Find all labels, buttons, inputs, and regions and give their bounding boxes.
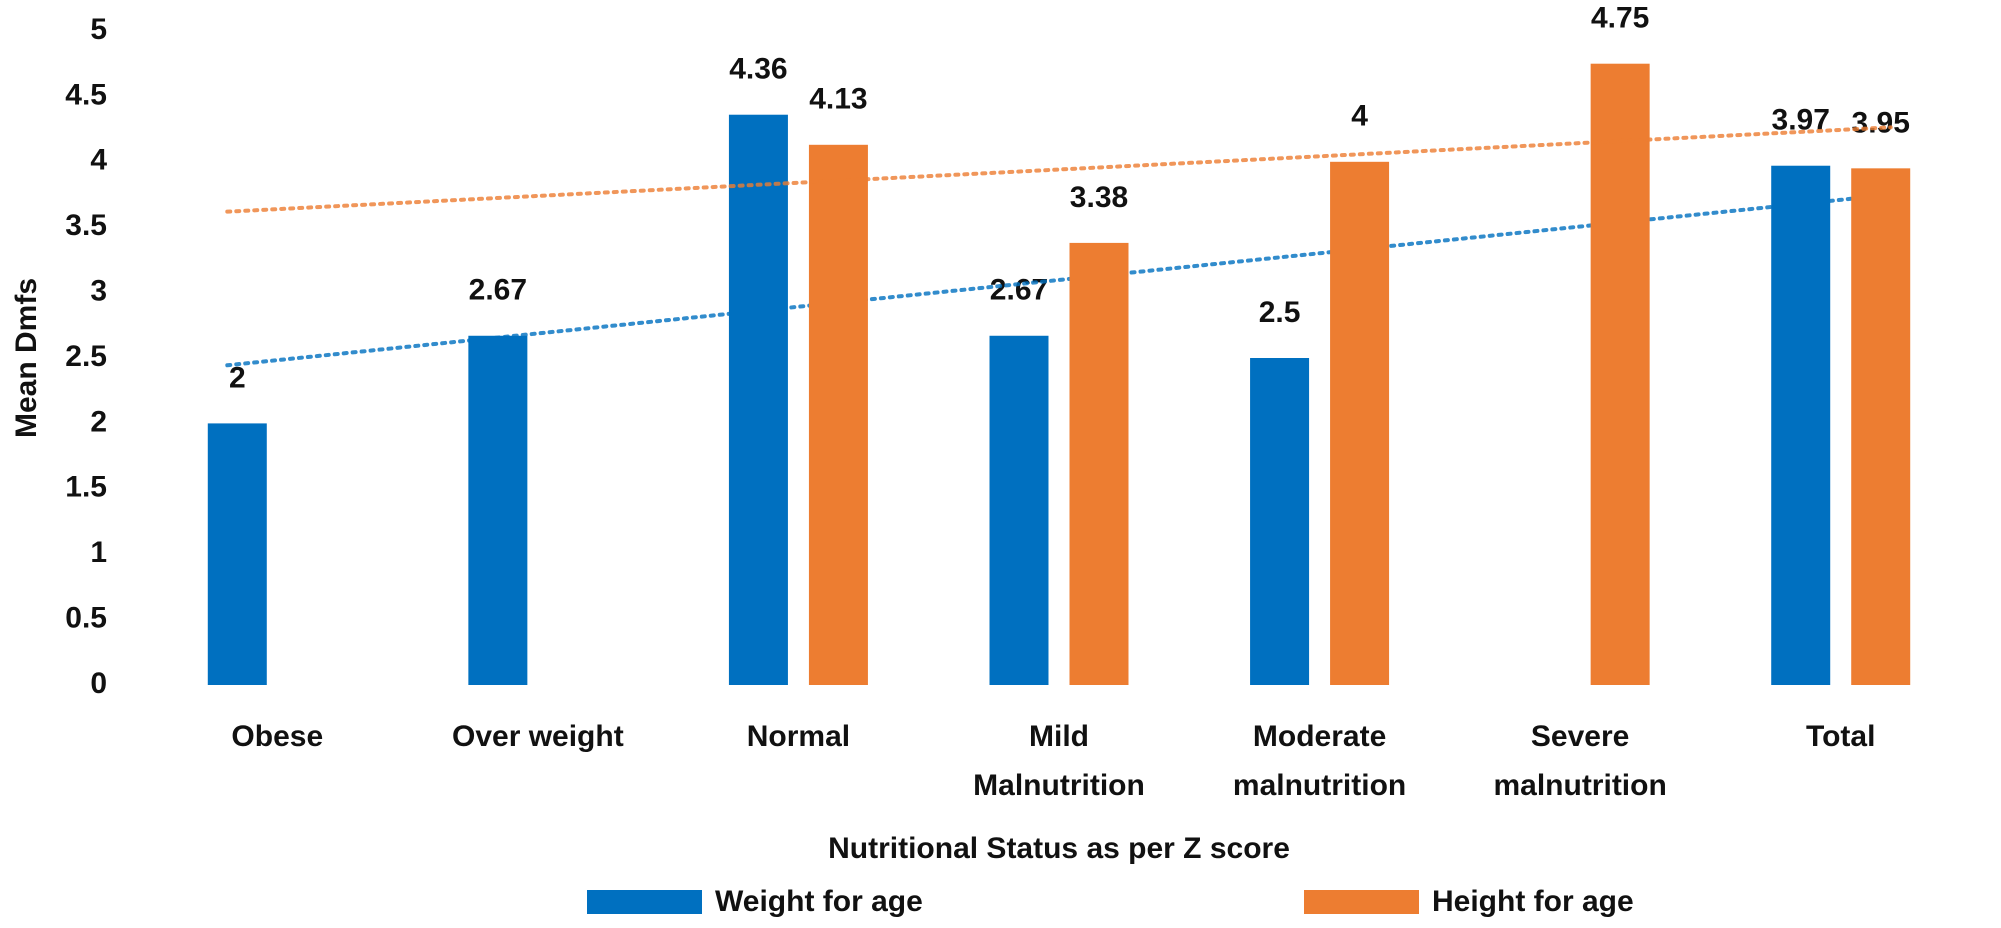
data-label: 3.38: [1070, 181, 1128, 214]
bar: [1250, 358, 1310, 685]
y-tick-label: 1.5: [65, 471, 107, 504]
y-tick-label: 2: [90, 405, 107, 438]
y-tick-label: 2.5: [65, 340, 107, 373]
y-tick-label: 3: [90, 275, 107, 308]
x-tick-label: Moderate malnutrition: [1233, 720, 1406, 802]
bar: [1590, 63, 1650, 685]
trendline: [225, 125, 1893, 214]
x-tick-label: Normal: [747, 720, 850, 753]
y-tick-label: 3.5: [65, 209, 107, 242]
bar: [1069, 242, 1129, 685]
bar: [989, 335, 1049, 685]
y-tick-label: 4: [90, 144, 107, 177]
data-label: 4.13: [809, 83, 867, 116]
legend-label: Height for age: [1432, 885, 1634, 918]
bar: [1330, 161, 1390, 686]
bar: [1851, 168, 1911, 686]
x-tick-label: Mild Malnutrition: [973, 720, 1145, 802]
legend-swatch: [587, 890, 702, 914]
y-tick-label: 0.5: [65, 602, 107, 635]
data-label: 4.36: [729, 53, 787, 86]
bar: [468, 335, 528, 685]
data-label: 4: [1351, 100, 1368, 133]
y-axis-title: Mean Dmfs: [10, 278, 43, 438]
y-tick-label: 4.5: [65, 78, 107, 111]
legend-label: Weight for age: [715, 885, 923, 918]
data-label: 2.67: [469, 274, 527, 307]
x-tick-label: Over weight: [452, 720, 624, 753]
x-axis-title: Nutritional Status as per Z score: [828, 832, 1290, 865]
x-tick-label: Obese: [231, 720, 323, 753]
x-tick-label: Total: [1806, 720, 1875, 753]
legend-swatch: [1304, 890, 1419, 914]
data-label: 2: [229, 361, 246, 394]
y-tick-label: 1: [90, 536, 107, 569]
data-label: 4.75: [1591, 2, 1649, 35]
bar: [808, 144, 868, 685]
bar: [728, 114, 788, 686]
bar: [207, 423, 267, 685]
data-label: 2.67: [990, 274, 1048, 307]
y-tick-label: 5: [90, 13, 107, 46]
data-label: 2.5: [1259, 296, 1301, 329]
y-tick-label: 0: [90, 667, 107, 700]
data-label: 3.95: [1852, 106, 1910, 139]
x-tick-label: Severe malnutrition: [1493, 720, 1666, 802]
bar: [1771, 165, 1831, 685]
